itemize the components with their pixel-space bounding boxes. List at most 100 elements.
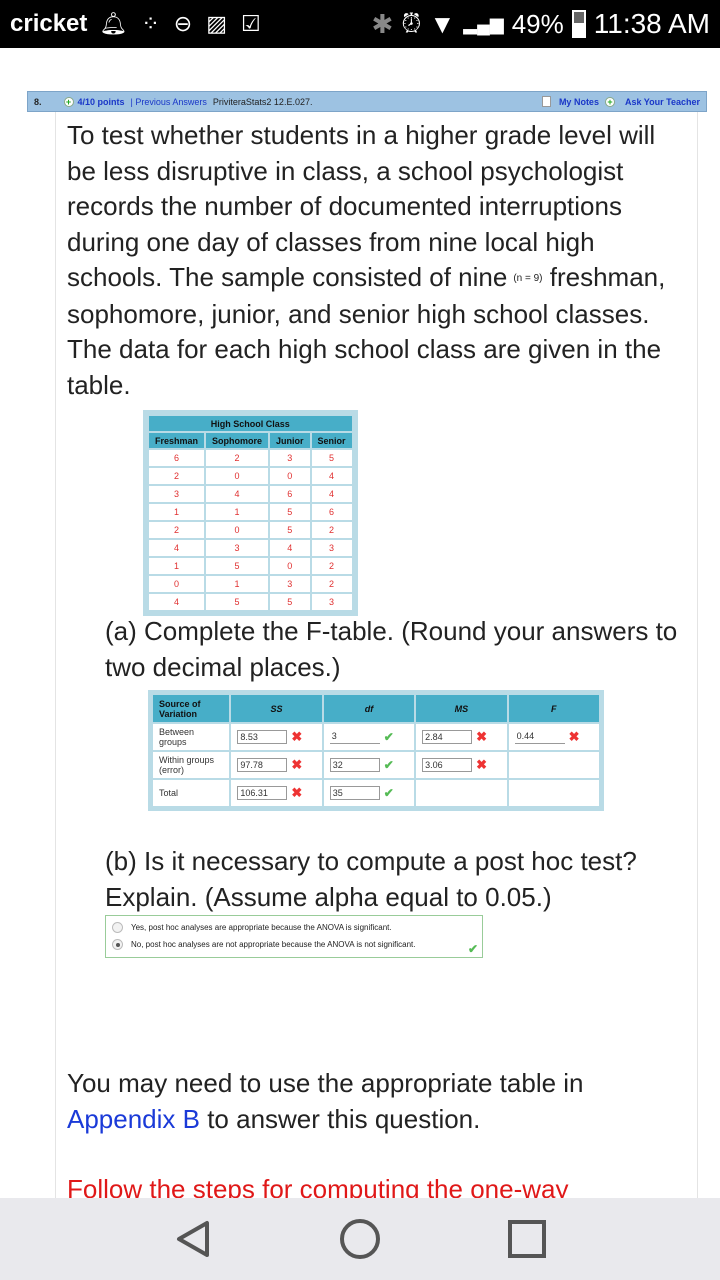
incorrect-icon: ✖ — [291, 785, 303, 800]
home-button[interactable] — [338, 1217, 382, 1261]
table-cell: 3 — [149, 486, 205, 502]
table-row: Total 106.31 ✖ 35 ✔ — [153, 780, 599, 806]
correct-icon: ✔ — [383, 758, 394, 772]
ms-within-input[interactable]: 3.06 — [422, 758, 473, 772]
header-f: F — [508, 695, 599, 722]
table-cell: 4 — [311, 468, 352, 484]
plus-icon: + — [604, 96, 615, 107]
f-table: Source of Variation SS df MS F Between g… — [148, 690, 604, 811]
battery-percent: 49% — [511, 8, 564, 39]
table-cell: 1 — [149, 504, 205, 520]
fitbit-icon: ⁘ — [141, 11, 160, 36]
column-header: Senior — [311, 433, 352, 448]
table-cell: 6 — [270, 486, 310, 502]
table-cell: 1 — [149, 558, 205, 574]
table-cell: 5 — [270, 522, 310, 538]
wifi-icon: ▼ — [429, 8, 456, 39]
recents-button[interactable] — [505, 1217, 549, 1261]
incorrect-icon: ✖ — [568, 729, 580, 744]
table-cell: 2 — [311, 576, 352, 592]
ss-within-input[interactable]: 97.78 — [237, 758, 288, 772]
table-cell: 4 — [311, 486, 352, 502]
table-cell: 3 — [270, 450, 310, 466]
instructions-text: Follow the steps for computing the one-w… — [67, 1174, 569, 1198]
table-row: Between groups 8.53 ✖ 3 ✔ 2.84 ✖ 0.44 ✖ — [153, 724, 599, 750]
ms-between-input[interactable]: 2.84 — [422, 730, 473, 744]
question-text-2: freshman, sophomore, junior, and senior … — [67, 262, 666, 400]
question-page[interactable]: 8. + 4/10 points | Previous Answers Priv… — [0, 48, 720, 1198]
f-input[interactable]: 0.44 — [514, 730, 565, 744]
table-cell: 5 — [270, 504, 310, 520]
row-label: Total — [153, 780, 230, 806]
my-notes-link[interactable]: My Notes — [558, 96, 599, 107]
table-row: Within groups (error) 97.78 ✖ 32 ✔ 3.06 ✖ — [153, 752, 599, 778]
part-b-prompt: (b) Is it necessary to compute a post ho… — [105, 846, 637, 912]
previous-answers-link[interactable]: | Previous Answers — [130, 96, 207, 107]
correct-icon: ✔ — [383, 730, 394, 744]
carrier-label: cricket — [10, 10, 88, 37]
notes-icon — [541, 96, 551, 107]
ask-teacher-link[interactable]: Ask Your Teacher — [624, 96, 700, 107]
table-cell: 0 — [206, 468, 269, 484]
incorrect-icon: ✖ — [476, 757, 488, 772]
ss-between-input[interactable]: 8.53 — [237, 730, 288, 744]
signal-icon: ▂▄▆ — [463, 13, 504, 34]
option-yes[interactable]: Yes, post hoc analyses are appropriate b… — [112, 921, 482, 933]
image-icon: ▨ — [206, 11, 227, 36]
bluetooth-icon: ✱ — [371, 8, 394, 39]
outlook-icon: ☑ — [241, 11, 261, 36]
column-header: Junior — [270, 433, 310, 448]
status-bar: cricket 🔔︎ ⁘ ⊖ ▨ ☑ ✱ ⏰︎ ▼ ▂▄▆ 49% 11:38 … — [0, 0, 720, 48]
option-no[interactable]: No, post hoc analyses are not appropriat… — [112, 938, 482, 950]
df-between-input[interactable]: 3 — [329, 730, 380, 744]
table-cell: 3 — [206, 540, 269, 556]
table-cell: 5 — [311, 450, 352, 466]
table-cell: 4 — [149, 594, 205, 610]
question-reference: PriviteraStats2 12.E.027. — [212, 96, 313, 107]
radio-button[interactable] — [112, 921, 123, 933]
incorrect-icon: ✖ — [291, 757, 303, 772]
header-ss: SS — [231, 695, 322, 722]
table-cell: 3 — [270, 576, 310, 592]
table-cell: 5 — [206, 594, 269, 610]
column-header: Freshman — [149, 433, 205, 448]
radio-button-selected[interactable] — [112, 938, 123, 950]
appendix-b-link[interactable]: Appendix B — [67, 1103, 200, 1134]
back-icon — [177, 1221, 210, 1257]
do-not-disturb-icon: ⊖ — [173, 11, 193, 36]
table-cell: 5 — [206, 558, 269, 574]
row-label: Within groups (error) — [153, 752, 230, 778]
answer-options: Yes, post hoc analyses are appropriate b… — [105, 915, 483, 958]
question-text-1: To test whether students in a higher gra… — [67, 120, 656, 292]
table-cell: 4 — [206, 486, 269, 502]
table-cell: 4 — [270, 540, 310, 556]
incorrect-icon: ✖ — [476, 729, 488, 744]
df-within-input[interactable]: 32 — [329, 758, 380, 772]
points-link[interactable]: 4/10 points — [77, 96, 125, 107]
table-cell: 0 — [149, 576, 205, 592]
table-cell: 3 — [311, 540, 352, 556]
ss-total-input[interactable]: 106.31 — [237, 786, 288, 800]
header-df: df — [323, 695, 415, 722]
header-source: Source of Variation — [153, 695, 230, 722]
table-cell: 2 — [149, 468, 205, 484]
part-a-prompt: (a) Complete the F-table. (Round your an… — [105, 616, 678, 682]
correct-icon: ✔ — [383, 786, 394, 800]
df-total-input[interactable]: 35 — [329, 786, 380, 800]
navigation-bar — [0, 1198, 720, 1280]
table-cell: 5 — [270, 594, 310, 610]
back-button[interactable] — [171, 1217, 215, 1261]
data-table: High School Class Freshman Sophomore Junio… — [143, 410, 358, 616]
row-label: Between groups — [153, 724, 230, 750]
recents-icon — [507, 1220, 546, 1258]
appendix-note: You may need to use the appropriate tabl… — [67, 1066, 687, 1137]
plus-icon: + — [63, 96, 74, 107]
table-cell: 2 — [311, 522, 352, 538]
